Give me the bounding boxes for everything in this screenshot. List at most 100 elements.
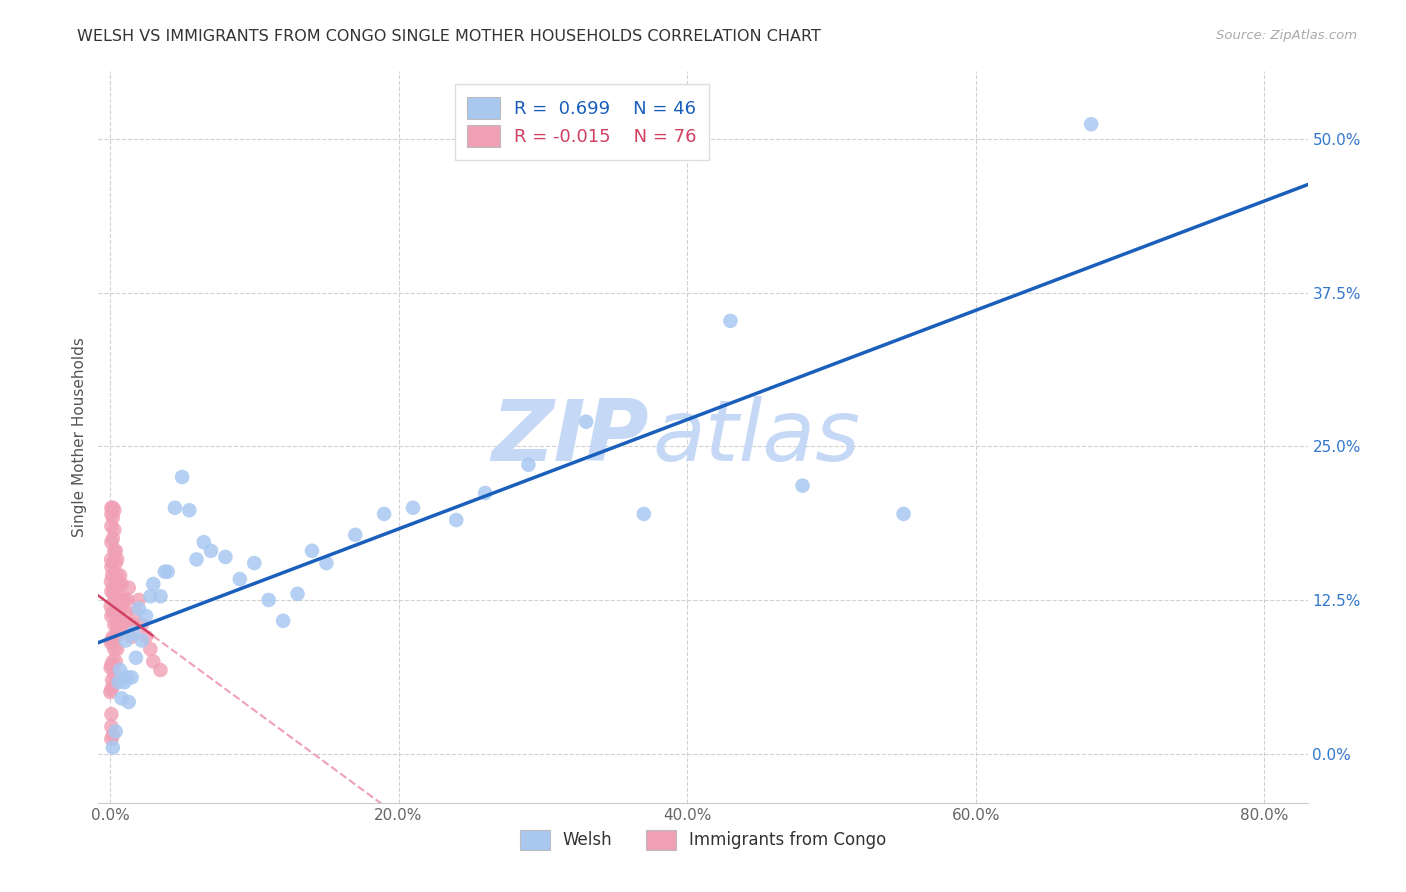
Point [105,568,128,582]
Point [100,584,122,599]
Point [104,630,127,644]
Point [111,593,134,607]
Point [100,609,122,624]
Point [100,660,122,674]
Point [108,614,131,628]
Point [100,507,122,521]
Point [103,617,125,632]
Point [101,556,124,570]
Point [104,655,127,669]
Point [108,589,131,603]
Point [149,589,172,603]
Point [156,565,179,579]
Point [118,581,141,595]
Point [103,642,125,657]
Point [103,666,125,681]
Point [100,658,122,673]
Point [301,543,323,558]
Point [315,556,337,570]
Point [100,707,122,722]
Point [104,556,127,570]
Point [105,617,128,632]
Point [200,543,222,558]
Point [517,458,540,472]
Point [108,568,131,582]
Point [271,614,294,628]
Point [575,415,598,429]
Point [122,626,145,640]
Point [120,617,142,632]
Point [100,599,122,613]
Point [103,568,125,582]
Point [243,556,266,570]
Text: atlas: atlas [652,395,860,479]
Point [214,549,236,564]
Point [100,574,122,589]
Point [373,507,395,521]
Point [139,589,162,603]
Point [101,673,124,687]
Point [186,552,208,566]
Point [125,650,148,665]
Point [101,679,124,693]
Point [103,543,125,558]
Point [131,633,153,648]
Point [101,605,124,619]
Point [100,535,122,549]
Point [101,728,124,742]
Point [135,630,157,644]
Point [112,593,135,607]
Text: WELSH VS IMMIGRANTS FROM CONGO SINGLE MOTHER HOUSEHOLDS CORRELATION CHART: WELSH VS IMMIGRANTS FROM CONGO SINGLE MO… [77,29,821,44]
Point [107,601,129,615]
Point [108,663,131,677]
Point [633,507,655,521]
Point [402,500,425,515]
Point [1080,117,1102,131]
Point [474,486,496,500]
Point [128,593,150,607]
Point [163,500,186,515]
Point [142,577,165,591]
Point [104,724,127,739]
Point [287,587,309,601]
Point [110,577,132,591]
Point [105,593,128,607]
Point [101,568,124,582]
Point [100,500,122,515]
Point [100,633,122,648]
Point [172,470,194,484]
Point [125,605,148,619]
Point [105,552,128,566]
Point [131,617,153,632]
Point [193,535,215,549]
Point [110,691,132,706]
Point [446,513,468,527]
Point [100,636,122,650]
Point [101,532,124,546]
Point [121,670,143,684]
Point [101,510,124,524]
Point [153,565,176,579]
Point [101,740,124,755]
Point [257,593,280,607]
Point [128,601,150,615]
Point [100,685,122,699]
Point [110,601,132,615]
Point [105,642,128,657]
Point [100,519,122,533]
Legend: Welsh, Immigrants from Congo: Welsh, Immigrants from Congo [513,823,893,856]
Point [100,731,122,746]
Point [107,577,129,591]
Point [229,572,252,586]
Point [121,630,143,644]
Point [101,655,124,669]
Point [104,581,127,595]
Point [149,663,172,677]
Point [122,617,145,632]
Y-axis label: Single Mother Households: Single Mother Households [72,337,87,537]
Point [139,642,162,657]
Point [112,617,135,632]
Point [101,630,124,644]
Point [718,314,741,328]
Point [107,626,129,640]
